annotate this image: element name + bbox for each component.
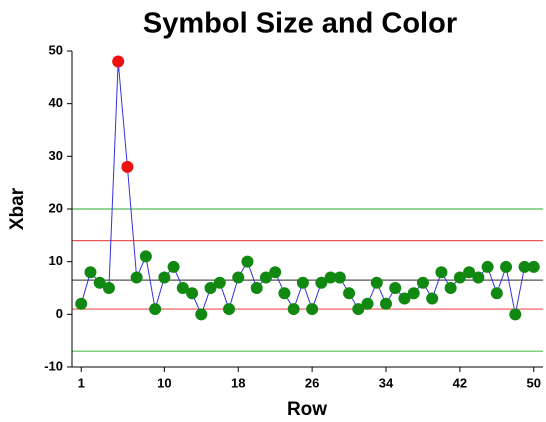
data-point xyxy=(444,282,457,294)
data-point xyxy=(500,260,513,273)
x-axis-label: Row xyxy=(287,399,327,420)
data-point xyxy=(490,287,503,300)
x-tick-label: 34 xyxy=(379,375,394,390)
data-point xyxy=(315,276,328,289)
y-tick-label: -10 xyxy=(44,358,63,373)
data-point xyxy=(324,271,337,284)
y-tick-label: 50 xyxy=(49,42,63,57)
x-tick-label: 26 xyxy=(305,375,319,390)
data-point xyxy=(204,282,217,294)
data-point xyxy=(149,303,162,316)
data-point xyxy=(223,303,235,316)
data-point xyxy=(453,271,466,284)
x-tick-label: 1 xyxy=(78,375,85,390)
data-point xyxy=(509,308,522,321)
data-point xyxy=(213,276,226,289)
x-tick-label: 50 xyxy=(527,375,541,390)
data-point xyxy=(416,276,429,289)
data-point xyxy=(380,297,392,310)
x-tick-label: 42 xyxy=(453,375,467,390)
data-point xyxy=(259,271,272,284)
data-point xyxy=(296,276,309,289)
data-point xyxy=(186,287,199,300)
data-point xyxy=(352,303,365,316)
data-point xyxy=(398,292,411,305)
data-point xyxy=(527,260,540,273)
data-point xyxy=(435,266,448,279)
data-point xyxy=(472,271,485,284)
data-point xyxy=(269,266,282,279)
y-tick-label: 0 xyxy=(56,306,63,321)
y-tick-label: 30 xyxy=(49,148,63,163)
data-point xyxy=(278,287,291,300)
data-point xyxy=(195,308,208,321)
data-point xyxy=(232,271,245,284)
data-point xyxy=(250,282,263,294)
chart-title: Symbol Size and Color xyxy=(143,8,457,40)
x-tick-label: 10 xyxy=(157,375,171,390)
data-point xyxy=(130,271,143,284)
y-tick-label: 40 xyxy=(49,95,63,110)
data-point xyxy=(75,297,88,310)
data-point xyxy=(463,266,476,279)
data-point xyxy=(287,303,300,316)
data-point xyxy=(407,287,420,300)
y-tick-label: 10 xyxy=(49,253,63,268)
data-point xyxy=(112,55,125,68)
data-point xyxy=(518,260,531,273)
data-point xyxy=(121,160,134,173)
data-point xyxy=(167,260,180,273)
data-point xyxy=(426,292,439,305)
data-point xyxy=(333,271,346,284)
data-point xyxy=(139,250,152,263)
data-point xyxy=(370,276,383,289)
data-point xyxy=(158,271,171,284)
y-axis-label: Xbar xyxy=(7,187,28,230)
data-point xyxy=(306,303,319,316)
data-point xyxy=(176,282,189,294)
data-point xyxy=(343,287,356,300)
x-tick-label: 18 xyxy=(231,375,245,390)
y-tick-label: 20 xyxy=(49,200,63,215)
data-point xyxy=(84,266,97,279)
data-point xyxy=(389,282,402,294)
data-point xyxy=(241,255,254,268)
data-point xyxy=(93,276,106,289)
data-point xyxy=(102,282,115,294)
data-point xyxy=(361,297,374,310)
data-point xyxy=(481,260,494,273)
